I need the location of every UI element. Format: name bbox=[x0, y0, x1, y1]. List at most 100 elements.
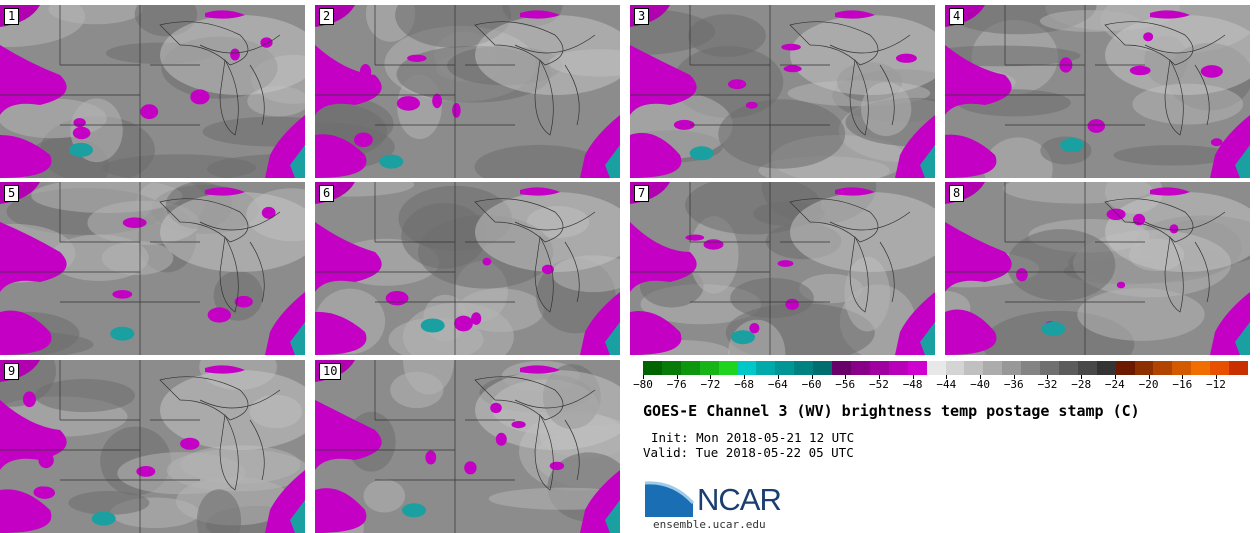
tick-label: −16 bbox=[1172, 378, 1193, 391]
colorbar-swatch bbox=[964, 361, 984, 375]
panel-label: 7 bbox=[634, 185, 650, 202]
tick-mark bbox=[1182, 375, 1184, 379]
tick-mark bbox=[845, 375, 847, 379]
tick-mark bbox=[643, 375, 644, 379]
colorbar-swatch bbox=[775, 361, 795, 375]
colorbar-swatch bbox=[794, 361, 814, 375]
tick-mark bbox=[878, 375, 880, 379]
ncar-logo-icon bbox=[644, 481, 695, 517]
tick-label: −28 bbox=[1071, 378, 1092, 391]
colorbar-swatch bbox=[888, 361, 908, 375]
colorbar-swatch bbox=[1210, 361, 1230, 375]
tick-label: −68 bbox=[734, 378, 755, 391]
colorbar-swatch bbox=[1172, 361, 1192, 375]
tick-mark bbox=[1081, 375, 1083, 379]
colorbar-swatch bbox=[1153, 361, 1173, 375]
panel-label: 10 bbox=[319, 363, 342, 380]
tick-mark bbox=[676, 375, 678, 379]
colorbar-swatch bbox=[832, 361, 851, 375]
colorbar-swatch bbox=[813, 361, 833, 375]
colorbar-swatch bbox=[756, 361, 776, 375]
tick-mark bbox=[1013, 375, 1015, 379]
colorbar-swatch bbox=[1002, 361, 1022, 375]
colorbar-swatch bbox=[850, 361, 870, 375]
colorbar-swatch bbox=[945, 361, 965, 375]
colorbar-swatch bbox=[1115, 361, 1135, 375]
colorbar-swatch bbox=[680, 361, 700, 375]
panel-1: 1 bbox=[0, 5, 305, 178]
panel-5: 5 bbox=[0, 182, 305, 355]
colorbar-swatch bbox=[737, 361, 757, 375]
tick-mark bbox=[1047, 375, 1049, 379]
tick-mark bbox=[980, 375, 982, 379]
colorbar-swatch bbox=[1040, 361, 1059, 375]
figure-title: GOES-E Channel 3 (WV) brightness temp po… bbox=[643, 402, 1140, 420]
tick-mark bbox=[710, 375, 712, 379]
panel-label: 2 bbox=[319, 8, 335, 25]
tick-label: −60 bbox=[801, 378, 822, 391]
init-time: Init: Mon 2018-05-21 12 UTC bbox=[651, 430, 855, 445]
colorbar-swatch bbox=[661, 361, 681, 375]
map-image bbox=[315, 360, 620, 533]
tick-mark bbox=[777, 375, 779, 379]
colorbar-ticks: −80 −76 −72 −68 −64 −60 −56 −52 −48 −44 −40 −36 −32−… bbox=[633, 375, 1248, 392]
tick-label: −80 bbox=[633, 378, 653, 391]
panel-9: 9 bbox=[0, 360, 305, 533]
tick-mark bbox=[1148, 375, 1150, 379]
tick-label: −36 bbox=[1003, 378, 1024, 391]
colorbar-swatch bbox=[699, 361, 719, 375]
tick-label: −52 bbox=[868, 378, 889, 391]
colorbar-swatch bbox=[869, 361, 889, 375]
panel-label: 5 bbox=[4, 185, 20, 202]
colorbar bbox=[643, 361, 1248, 375]
map-image bbox=[0, 5, 305, 178]
map-image bbox=[0, 360, 305, 533]
colorbar-swatch bbox=[1134, 361, 1154, 375]
colorbar-swatch bbox=[1229, 361, 1248, 375]
map-image bbox=[630, 182, 935, 355]
panel-6: 6 bbox=[315, 182, 620, 355]
panel-label: 3 bbox=[634, 8, 650, 25]
panel-7: 7 bbox=[630, 182, 935, 355]
colorbar-swatch bbox=[907, 361, 927, 375]
valid-time: Valid: Tue 2018-05-22 05 UTC bbox=[643, 445, 854, 460]
tick-mark bbox=[912, 375, 914, 379]
panel-2: 2 bbox=[315, 5, 620, 178]
map-image bbox=[630, 5, 935, 178]
colorbar-swatch bbox=[1077, 361, 1097, 375]
colorbar-swatch bbox=[1021, 361, 1041, 375]
tick-label: −20 bbox=[1138, 378, 1159, 391]
colorbar-swatch bbox=[926, 361, 946, 375]
tick-mark bbox=[744, 375, 746, 379]
map-image bbox=[0, 182, 305, 355]
map-image bbox=[315, 5, 620, 178]
map-image bbox=[945, 182, 1250, 355]
colorbar-swatch bbox=[1058, 361, 1078, 375]
tick-label: −76 bbox=[666, 378, 687, 391]
tick-label: −40 bbox=[970, 378, 990, 391]
tick-label: −12 bbox=[1206, 378, 1226, 391]
logo-name: NCAR bbox=[697, 482, 782, 517]
panel-label: 1 bbox=[4, 8, 20, 25]
colorbar-swatch bbox=[1191, 361, 1211, 375]
panel-4: 4 bbox=[945, 5, 1250, 178]
tick-label: −56 bbox=[835, 378, 856, 391]
logo-url: ensemble.ucar.edu bbox=[653, 518, 766, 531]
tick-label: −64 bbox=[767, 378, 788, 391]
tick-label: −48 bbox=[902, 378, 923, 391]
tick-mark bbox=[946, 375, 948, 379]
panel-10: 10 bbox=[315, 360, 620, 533]
tick-label: −44 bbox=[936, 378, 957, 391]
panel-8: 8 bbox=[945, 182, 1250, 355]
tick-mark bbox=[811, 375, 813, 379]
tick-label: −24 bbox=[1104, 378, 1125, 391]
panel-label: 6 bbox=[319, 185, 335, 202]
map-image bbox=[945, 5, 1250, 178]
colorbar-swatch bbox=[983, 361, 1003, 375]
panel-label: 4 bbox=[949, 8, 965, 25]
tick-label: −72 bbox=[700, 378, 721, 391]
tick-mark bbox=[1215, 375, 1217, 379]
tick-mark bbox=[1114, 375, 1116, 379]
panel-label: 9 bbox=[4, 363, 20, 380]
panel-label: 8 bbox=[949, 185, 965, 202]
